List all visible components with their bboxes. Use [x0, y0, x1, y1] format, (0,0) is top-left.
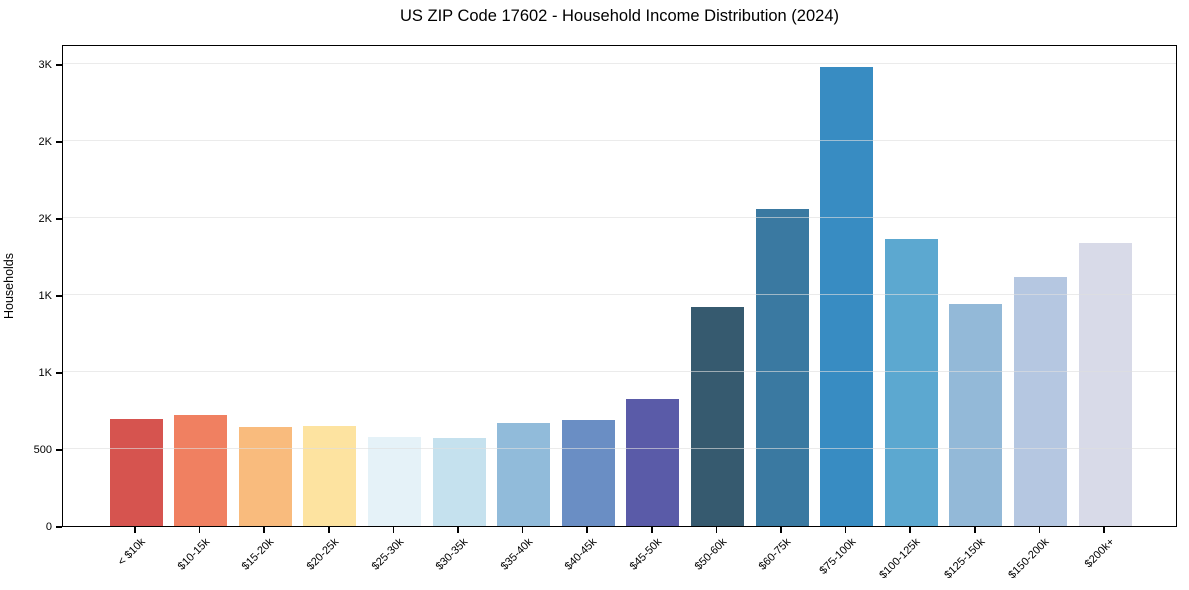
bar [497, 423, 551, 526]
y-tick-label: 2K [38, 136, 52, 148]
y-tick-label: 1K [38, 290, 52, 302]
bar [1078, 243, 1132, 526]
y-tick-mark [56, 64, 62, 66]
x-tick-mark [651, 527, 653, 533]
bar [367, 437, 421, 526]
gridline [63, 139, 1176, 141]
y-tick-mark [56, 449, 62, 451]
y-tick-label: 500 [33, 444, 52, 456]
y-tick-label: 0 [45, 521, 52, 533]
bar [949, 303, 1003, 526]
x-tick-mark [1038, 527, 1041, 533]
y-tick-label: 1K [38, 367, 52, 379]
y-axis-label: Households [2, 253, 16, 320]
y-tick-mark [56, 372, 62, 374]
bar [238, 427, 292, 526]
y-tick-label: 3K [38, 59, 52, 71]
plot-area [62, 45, 1177, 527]
x-tick-mark [715, 527, 718, 533]
bar [690, 307, 744, 526]
x-tick-mark [780, 527, 782, 533]
bar [820, 66, 874, 526]
x-tick-mark [974, 527, 976, 533]
bar [432, 438, 486, 526]
bar [755, 208, 809, 526]
x-tick-mark [1103, 527, 1105, 533]
gridline [63, 62, 1176, 64]
x-tick-mark [198, 527, 201, 533]
bar [303, 425, 357, 526]
x-tick-mark [909, 527, 911, 533]
x-tick-mark [328, 527, 330, 533]
chart-title: US ZIP Code 17602 - Household Income Dis… [399, 7, 839, 25]
bar [626, 399, 680, 526]
bar [884, 239, 938, 526]
y-tick-mark [56, 526, 62, 528]
gridline [63, 447, 1176, 449]
gridline [63, 293, 1176, 295]
x-tick-mark [521, 527, 524, 533]
x-tick-mark [392, 527, 395, 533]
gridline [63, 216, 1176, 218]
bar [1013, 277, 1067, 526]
bar [174, 414, 228, 526]
x-tick-mark [134, 527, 136, 533]
x-tick-mark [457, 527, 459, 533]
x-tick-mark [263, 527, 265, 533]
bar [561, 420, 615, 526]
bar [109, 418, 163, 526]
y-tick-mark [56, 295, 62, 297]
x-tick-mark [586, 527, 588, 533]
y-tick-mark [56, 141, 62, 143]
y-tick-mark [56, 218, 62, 220]
x-tick-mark [844, 527, 847, 533]
y-tick-label: 2K [38, 213, 52, 225]
gridline [63, 370, 1176, 372]
